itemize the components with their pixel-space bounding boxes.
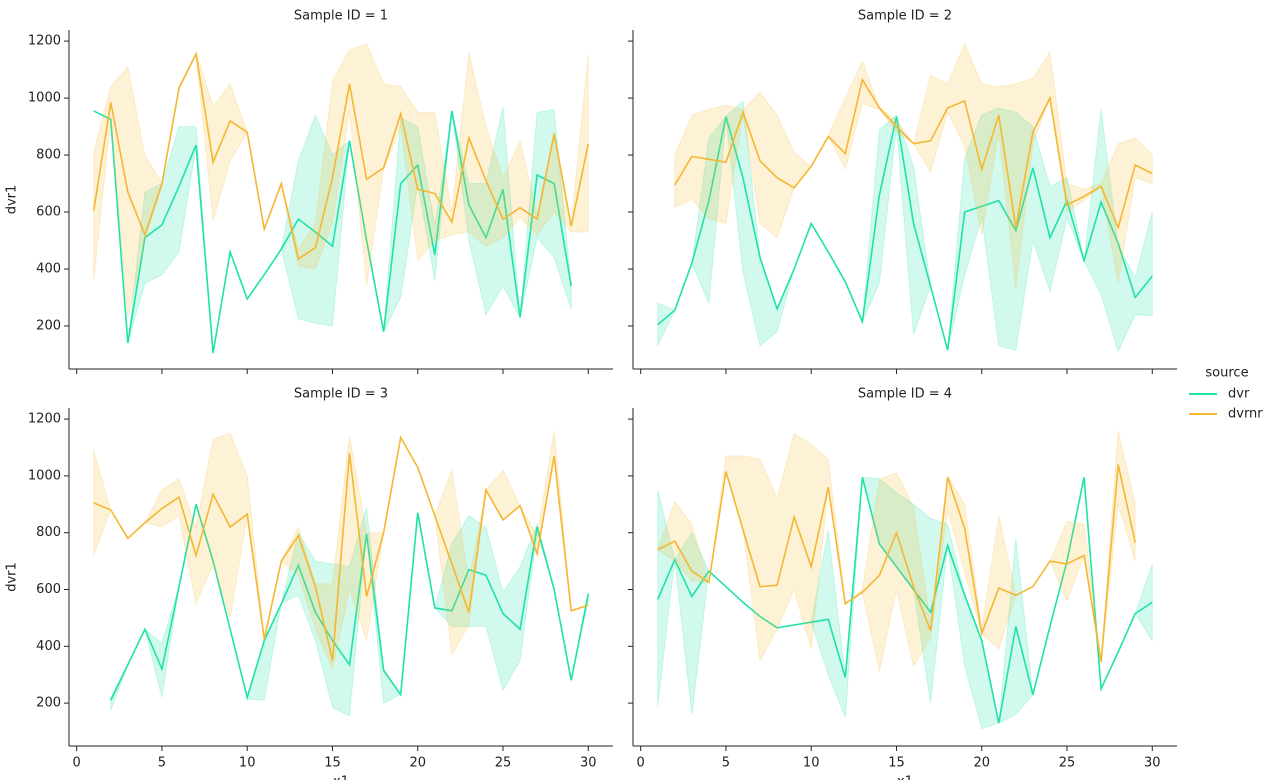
panel-title: Sample ID = 4 (858, 387, 952, 402)
y-axis-label: dvr1 (5, 562, 20, 592)
x-tick-label: 30 (580, 756, 597, 771)
series-line (657, 116, 1153, 351)
x-tick-label: 0 (637, 756, 645, 771)
y-tick-label: 600 (36, 205, 61, 220)
x-tick-label: 25 (1059, 756, 1076, 771)
x-tick-label: 30 (1144, 756, 1161, 771)
y-tick-label: 400 (36, 262, 61, 277)
y-tick-label: 600 (36, 582, 61, 597)
x-tick-label: 5 (158, 756, 166, 771)
y-tick-label: 400 (36, 639, 61, 654)
panel-title: Sample ID = 3 (294, 387, 388, 402)
x-tick-label: 10 (239, 756, 256, 771)
x-axis-label: x1 (897, 775, 913, 780)
x-tick-label: 20 (973, 756, 990, 771)
panel-title: Sample ID = 1 (294, 9, 388, 24)
y-tick-label: 800 (36, 525, 61, 540)
confidence-band (657, 430, 1136, 672)
y-tick-label: 200 (36, 318, 61, 333)
y-tick-label: 800 (36, 148, 61, 163)
y-axis-label: dvr1 (5, 185, 20, 215)
y-tick-label: 1000 (28, 91, 61, 106)
series-line (657, 464, 1137, 663)
x-tick-label: 20 (409, 756, 426, 771)
series-line (93, 435, 589, 661)
y-tick-label: 1000 (28, 468, 61, 483)
y-tick-label: 1200 (28, 412, 61, 427)
x-tick-label: 10 (803, 756, 820, 771)
series-line (92, 51, 590, 261)
series-line (674, 77, 1153, 231)
legend-label: dvr (1228, 387, 1250, 402)
x-tick-label: 5 (722, 756, 730, 771)
legend-label: dvrnr (1228, 407, 1263, 422)
series-line (110, 504, 590, 701)
y-tick-label: 200 (36, 696, 61, 711)
panel-title: Sample ID = 2 (858, 9, 952, 24)
x-tick-label: 15 (888, 756, 905, 771)
series-line (656, 477, 1153, 724)
y-tick-label: 1200 (28, 34, 61, 49)
x-axis-label: x1 (333, 775, 349, 780)
x-tick-label: 0 (73, 756, 81, 771)
x-tick-label: 15 (324, 756, 341, 771)
series-line (93, 110, 573, 354)
x-tick-label: 25 (495, 756, 512, 771)
legend-title: source (1205, 366, 1248, 381)
